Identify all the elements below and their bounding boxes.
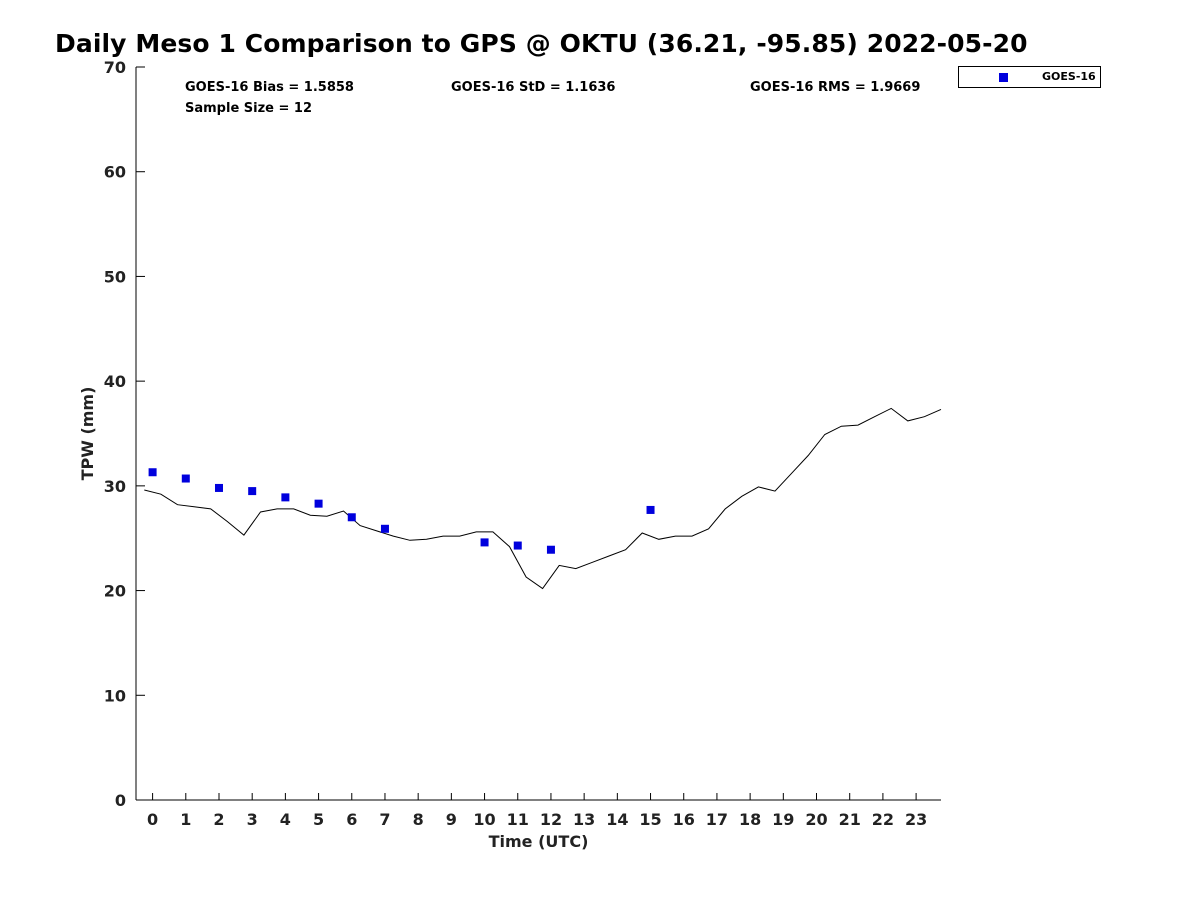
sample-size-stat: Sample Size = 12 xyxy=(185,101,313,116)
x-tick-label: 6 xyxy=(346,810,357,829)
y-tick-label: 20 xyxy=(104,582,126,601)
x-tick-label: 20 xyxy=(805,810,827,829)
x-tick-label: 23 xyxy=(905,810,927,829)
goes16-point xyxy=(214,483,223,492)
goes16-point xyxy=(380,524,389,533)
legend-label-goes16: GOES-16 xyxy=(1042,70,1096,83)
goes16-point xyxy=(480,538,489,547)
x-tick-label: 16 xyxy=(673,810,695,829)
y-tick-label: 10 xyxy=(104,686,126,705)
goes16-point xyxy=(248,487,257,496)
x-tick-label: 15 xyxy=(639,810,661,829)
x-tick-label: 19 xyxy=(772,810,794,829)
goes16-point xyxy=(546,545,555,554)
rms-stat: GOES-16 RMS = 1.9669 xyxy=(750,80,921,95)
goes16-marker-series xyxy=(148,468,655,554)
x-tick-label: 9 xyxy=(446,810,457,829)
gps-line xyxy=(144,407,942,590)
x-tick-label: 12 xyxy=(540,810,562,829)
x-tick-label: 22 xyxy=(872,810,894,829)
goes16-point xyxy=(181,474,190,483)
legend-marker-goes16 xyxy=(999,73,1008,82)
y-tick-label: 70 xyxy=(104,58,126,77)
gps-line-series xyxy=(144,407,942,590)
x-tick-label: 2 xyxy=(213,810,224,829)
x-tick-label: 14 xyxy=(606,810,628,829)
x-tick-label: 13 xyxy=(573,810,595,829)
goes16-point xyxy=(646,505,655,514)
x-tick-label: 0 xyxy=(147,810,158,829)
x-tick-label: 1 xyxy=(180,810,191,829)
x-axis-label: Time (UTC) xyxy=(489,832,589,851)
y-tick-label: 40 xyxy=(104,372,126,391)
y-tick-label: 60 xyxy=(104,163,126,182)
goes16-point xyxy=(347,513,356,522)
y-tick-label: 0 xyxy=(115,791,126,810)
goes16-point xyxy=(314,499,323,508)
goes16-point xyxy=(281,493,290,502)
x-tick-label: 5 xyxy=(313,810,324,829)
x-tick-label: 4 xyxy=(280,810,291,829)
legend: GOES-16 xyxy=(958,66,1101,88)
y-axis-label: TPW (mm) xyxy=(78,387,97,481)
x-tick-label: 17 xyxy=(706,810,728,829)
bias-stat: GOES-16 Bias = 1.5858 xyxy=(185,80,354,95)
axes xyxy=(135,66,941,801)
x-tick-label: 3 xyxy=(247,810,258,829)
x-tick-label: 18 xyxy=(739,810,761,829)
x-tick-label: 7 xyxy=(379,810,390,829)
std-stat: GOES-16 StD = 1.1636 xyxy=(451,80,616,95)
y-tick-label: 50 xyxy=(104,267,126,286)
x-tick-label: 8 xyxy=(413,810,424,829)
x-tick-label: 10 xyxy=(473,810,495,829)
goes16-point xyxy=(148,468,157,477)
y-tick-label: 30 xyxy=(104,477,126,496)
x-tick-label: 21 xyxy=(839,810,861,829)
chart-title: Daily Meso 1 Comparison to GPS @ OKTU (3… xyxy=(55,29,1028,58)
x-tick-label: 11 xyxy=(507,810,529,829)
goes16-point xyxy=(513,541,522,550)
